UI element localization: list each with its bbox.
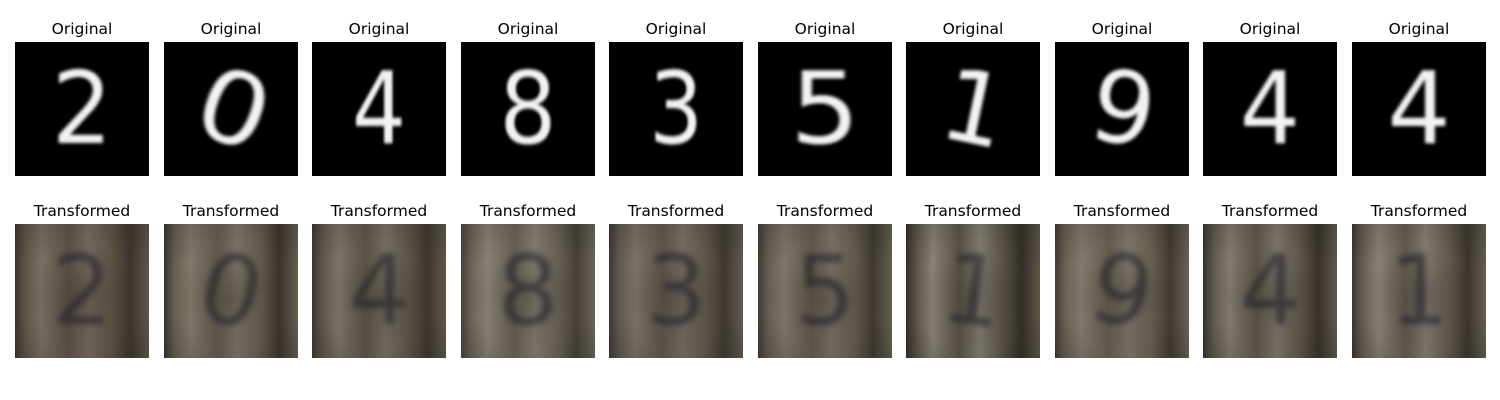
transformed-image: 0	[164, 224, 298, 358]
transformed-image: 1	[906, 224, 1040, 358]
transformed-image: 3	[609, 224, 743, 358]
transformed-image: 8	[461, 224, 595, 358]
transformed-noise	[906, 224, 1040, 358]
original-image: 1	[906, 42, 1040, 176]
transformed-noise	[312, 224, 446, 358]
transformed-image: 9	[1055, 224, 1189, 358]
original-digit: 0	[180, 42, 287, 176]
original-digit: 5	[790, 50, 860, 167]
transformed-digit: 0	[187, 229, 275, 353]
original-title: Original	[497, 20, 559, 38]
transformed-title: Transformed	[924, 202, 1022, 220]
original-title: Original	[348, 20, 410, 38]
transformed-image: 4	[312, 224, 446, 358]
transformed-title: Transformed	[33, 202, 131, 220]
original-image: 4	[1203, 42, 1337, 176]
transformed-noise	[758, 224, 892, 358]
transformed-image: 2	[15, 224, 149, 358]
transformed-noise	[461, 224, 595, 358]
transformed-title: Transformed	[182, 202, 280, 220]
transformed-title: Transformed	[776, 202, 874, 220]
original-digit: 9	[1081, 45, 1165, 172]
transformed-digit: 1	[1388, 235, 1450, 347]
original-title: Original	[645, 20, 707, 38]
transformed-digit: 4	[348, 235, 410, 347]
original-image: 4	[312, 42, 446, 176]
original-title: Original	[794, 20, 856, 38]
original-image: 0	[164, 42, 298, 176]
transformed-title: Transformed	[627, 202, 725, 220]
original-image: 8	[461, 42, 595, 176]
transformed-digit: 2	[51, 235, 113, 347]
original-image: 5	[758, 42, 892, 176]
original-title: Original	[200, 20, 262, 38]
original-title: Original	[1388, 20, 1450, 38]
transformed-image: 1	[1352, 224, 1486, 358]
transformed-noise	[15, 224, 149, 358]
original-image: 4	[1352, 42, 1486, 176]
transformed-digit: 3	[645, 235, 707, 347]
transformed-title: Transformed	[330, 202, 428, 220]
transformed-title: Transformed	[1221, 202, 1319, 220]
original-digit: 4	[351, 50, 407, 167]
original-image: 2	[15, 42, 149, 176]
original-digit: 3	[648, 50, 704, 167]
transformed-title: Transformed	[479, 202, 577, 220]
original-image: 9	[1055, 42, 1189, 176]
transformed-noise	[1055, 224, 1189, 358]
original-digit: 8	[499, 50, 557, 167]
transformed-digit: 4	[1239, 235, 1301, 347]
original-title: Original	[1239, 20, 1301, 38]
original-digit: 4	[1239, 50, 1301, 167]
original-title: Original	[942, 20, 1004, 38]
original-image: 3	[609, 42, 743, 176]
transformed-noise	[1203, 224, 1337, 358]
transformed-title: Transformed	[1370, 202, 1468, 220]
transformed-noise	[1352, 224, 1486, 358]
original-title: Original	[1091, 20, 1153, 38]
original-title: Original	[51, 20, 113, 38]
transformed-image: 5	[758, 224, 892, 358]
transformed-digit: 1	[934, 231, 1012, 351]
transformed-noise	[609, 224, 743, 358]
original-digit: 1	[931, 44, 1018, 173]
transformed-digit: 8	[497, 235, 559, 347]
transformed-digit: 5	[794, 235, 856, 347]
original-digit: 4	[1387, 50, 1451, 167]
transformed-title: Transformed	[1073, 202, 1171, 220]
transformed-digit: 9	[1080, 229, 1164, 353]
transformed-image: 4	[1203, 224, 1337, 358]
transformed-noise	[164, 224, 298, 358]
original-digit: 2	[51, 50, 113, 167]
